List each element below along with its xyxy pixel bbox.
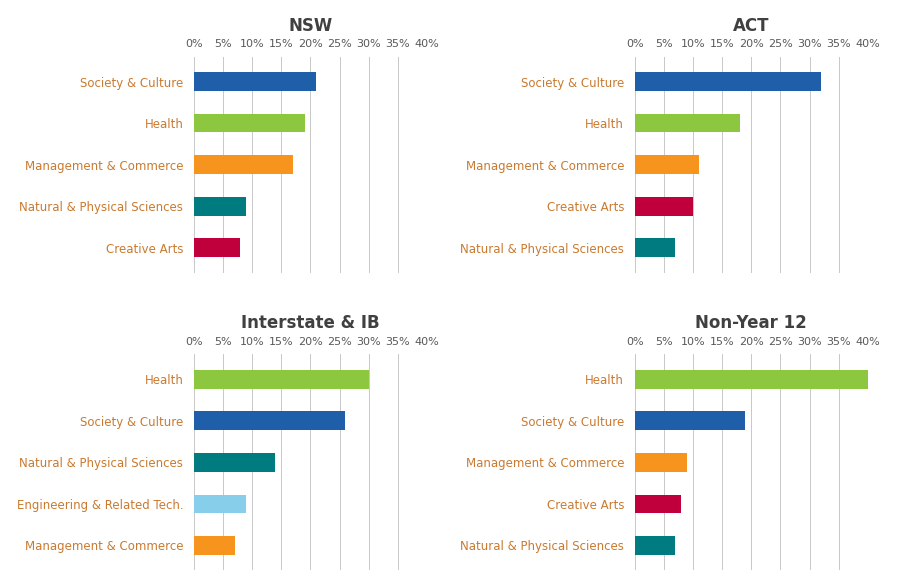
Bar <box>634 370 868 389</box>
Bar <box>634 238 675 257</box>
Bar <box>194 370 369 389</box>
Bar <box>194 494 246 513</box>
Title: ACT: ACT <box>733 16 770 35</box>
Bar <box>634 494 681 513</box>
Bar <box>634 536 675 555</box>
Bar <box>634 114 740 133</box>
Bar <box>194 238 240 257</box>
Bar <box>194 197 246 215</box>
Bar <box>634 156 699 174</box>
Bar <box>634 411 745 430</box>
Title: NSW: NSW <box>288 16 333 35</box>
Title: Interstate & IB: Interstate & IB <box>241 314 379 332</box>
Bar <box>634 453 687 472</box>
Bar <box>634 197 692 215</box>
Bar <box>194 156 293 174</box>
Bar <box>194 114 305 133</box>
Bar <box>634 72 822 91</box>
Bar <box>194 453 275 472</box>
Title: Non-Year 12: Non-Year 12 <box>695 314 807 332</box>
Bar <box>194 72 317 91</box>
Bar <box>194 411 345 430</box>
Bar <box>194 536 234 555</box>
